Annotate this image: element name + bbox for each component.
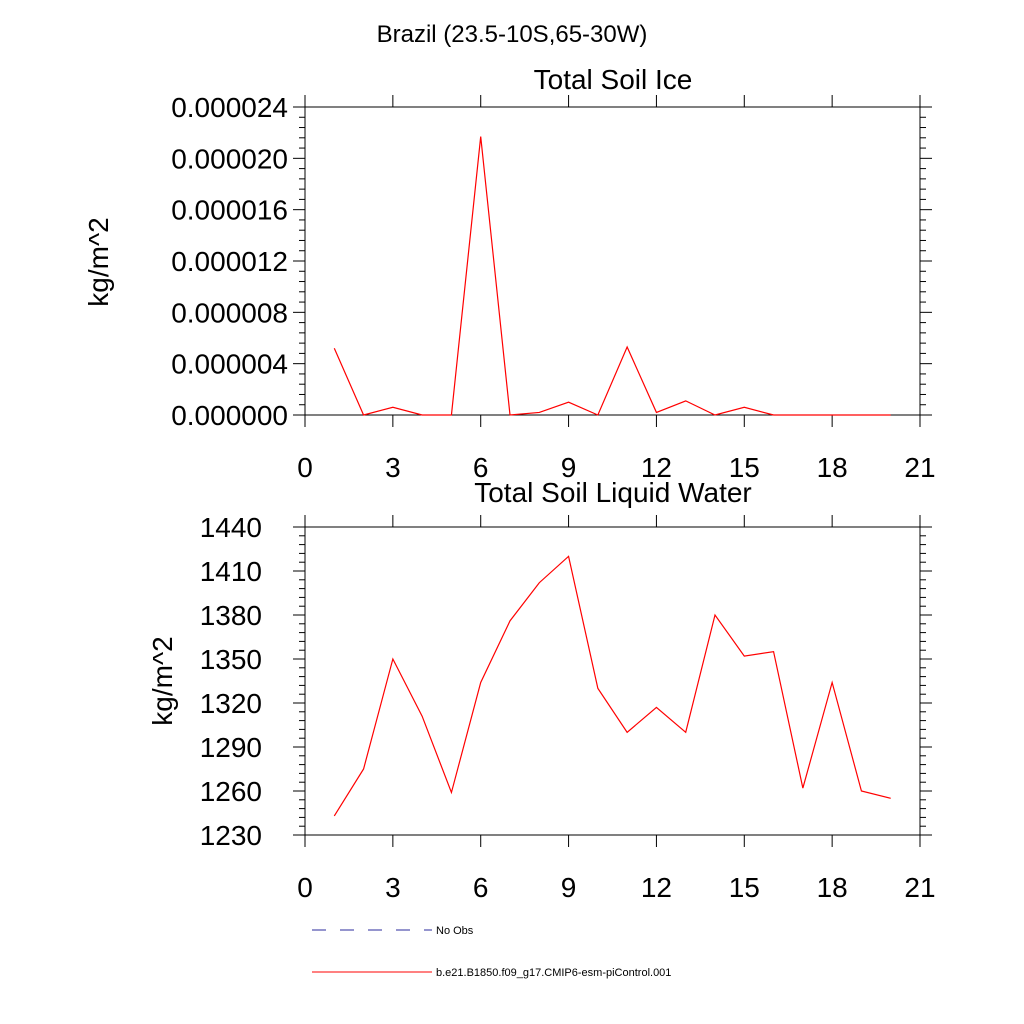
legend: No Obs b.e21.B1850.f09_g17.CMIP6-esm-piC…	[312, 925, 671, 979]
y-axis-label-soil-liquid-water: kg/m^2	[147, 636, 178, 725]
y-tick-label: 0.000020	[171, 143, 288, 174]
x-tick-label: 12	[641, 452, 672, 483]
chart-title-soil-liquid-water: Total Soil Liquid Water	[474, 477, 752, 508]
x-tick-label: 12	[641, 872, 672, 903]
x-tick-label: 15	[729, 452, 760, 483]
y-tick-label: 1440	[200, 512, 262, 543]
x-tick-label: 3	[385, 872, 401, 903]
y-tick-label: 1320	[200, 688, 262, 719]
y-tick-label: 0.000012	[171, 246, 288, 277]
x-tick-label: 0	[297, 872, 313, 903]
y-tick-label: 1230	[200, 820, 262, 851]
x-tick-label: 21	[904, 872, 935, 903]
y-tick-label: 0.000024	[171, 92, 288, 123]
x-tick-label: 9	[561, 872, 577, 903]
legend-label-no-obs: No Obs	[436, 925, 474, 937]
x-tick-label: 18	[817, 452, 848, 483]
y-tick-label: 1410	[200, 556, 262, 587]
y-tick-label: 1350	[200, 644, 262, 675]
x-tick-label: 9	[561, 452, 577, 483]
x-tick-label: 18	[817, 872, 848, 903]
y-tick-label: 1380	[200, 600, 262, 631]
x-tick-label: 6	[473, 452, 489, 483]
y-tick-label: 0.000000	[171, 400, 288, 431]
chart-panel-soil-liquid-water: Total Soil Liquid Water kg/m^2 0 3 6 9 12 15 1…	[147, 477, 936, 903]
y-tick-label: 0.000004	[171, 349, 288, 380]
y-tick-label: 1290	[200, 732, 262, 763]
y-tick-label: 1260	[200, 776, 262, 807]
x-tick-label: 0	[297, 452, 313, 483]
legend-label-model-run: b.e21.B1850.f09_g17.CMIP6-esm-piControl.…	[436, 967, 671, 979]
y-axis-label-soil-ice: kg/m^2	[83, 217, 114, 306]
series-line-0	[333, 555, 891, 817]
chart-title-soil-ice: Total Soil Ice	[534, 64, 693, 95]
y-tick-label: 0.000016	[171, 195, 288, 226]
figure-title: Brazil (23.5-10S,65-30W)	[377, 21, 648, 48]
x-tick-label: 6	[473, 872, 489, 903]
plot-frame	[304, 106, 921, 416]
x-tick-label: 15	[729, 872, 760, 903]
chart-panel-soil-ice: Total Soil Ice kg/m^2 0 3 6 9 12 15 18 21 0.0000…	[83, 64, 936, 483]
x-tick-label: 3	[385, 452, 401, 483]
x-tick-label: 21	[904, 452, 935, 483]
y-tick-label: 0.000008	[171, 297, 288, 328]
series-line-0	[333, 136, 891, 416]
plot-frame	[304, 526, 921, 836]
